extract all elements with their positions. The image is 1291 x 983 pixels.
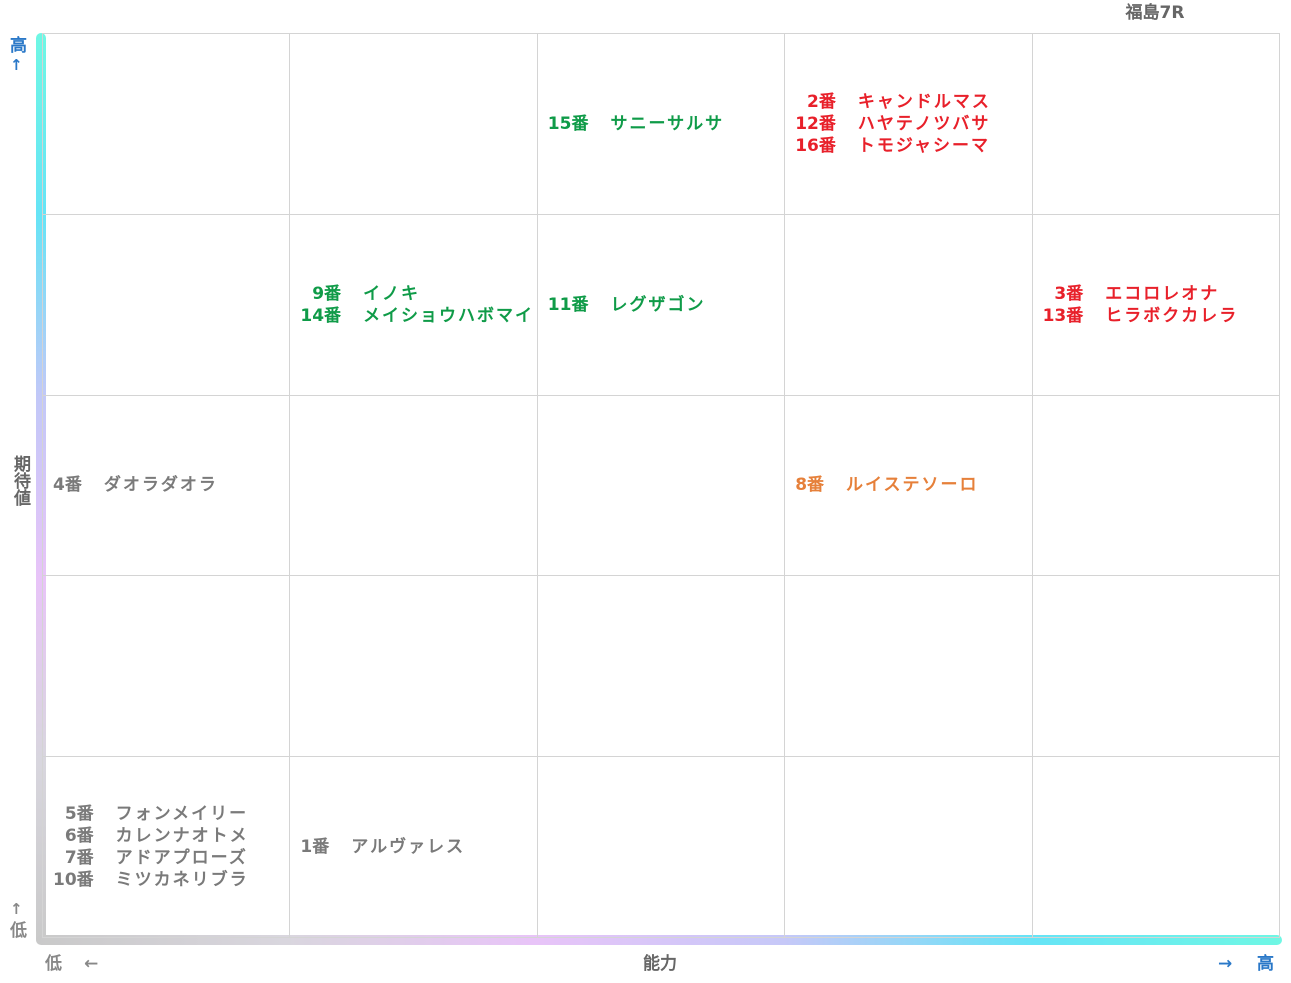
horse-name: アルヴァレス	[351, 837, 466, 858]
horse-name: ルイステソーロ	[846, 475, 979, 496]
grid-cell: 1番 アルヴァレス	[289, 757, 537, 938]
grid-cell: 9番 イノキ 14番 メイショウハボマイ	[289, 214, 537, 396]
horse-entry: 6番 カレンナオトメ	[53, 825, 249, 847]
horse-name: ミツカネリブラ	[115, 870, 249, 891]
y-axis-high-arrow: ↑	[10, 56, 23, 74]
horse-name: ヒラボクカレラ	[1105, 305, 1239, 326]
y-axis-high-label: 高	[10, 36, 27, 56]
grid-cell	[1031, 395, 1279, 577]
grid-cell	[42, 34, 290, 215]
grid-cell: 3番 エコロレオナ 13番 ヒラボクカレラ	[1031, 214, 1279, 396]
horse-name: エコロレオナ	[1105, 283, 1220, 304]
x-axis-high-label: 高	[1257, 954, 1274, 974]
horse-entry: 9番 イノキ	[300, 283, 534, 305]
horse-name: トモジャシーマ	[857, 135, 991, 156]
grid-cell: 5番 フォンメイリー 6番 カレンナオトメ 7番 アドアプローズ 10番 ミツカネリブラ	[42, 757, 290, 938]
grid-cell	[1031, 34, 1279, 215]
horse-name: キャンドルマス	[857, 91, 991, 112]
grid-cell: 8番 ルイステソーロ	[784, 395, 1032, 577]
horse-number: 12番	[795, 113, 836, 134]
horse-list: 4番 ダオラダオラ	[53, 474, 218, 496]
horse-number: 7番	[64, 848, 94, 869]
grid-cell	[42, 576, 290, 758]
horse-entry: 5番 フォンメイリー	[53, 803, 249, 825]
y-axis-low-arrow: ↑	[10, 900, 23, 918]
grid-cell	[536, 395, 785, 577]
race-title: 福島7R	[1125, 3, 1185, 23]
horse-number: 10番	[53, 870, 94, 891]
horse-list: 11番 レグザゴン	[548, 294, 706, 316]
horse-number: 9番	[312, 283, 342, 304]
horse-entry: 16番 トモジャシーマ	[795, 135, 991, 157]
grid-cell	[289, 395, 537, 577]
horse-name: サニーサルサ	[610, 113, 725, 134]
horse-list: 8番 ルイステソーロ	[795, 474, 978, 496]
chart-grid: 15番 サニーサルサ 2番 キャンドルマス 12番 ハヤテノツバサ 16番 トモジャシーマ 9番…	[42, 33, 1280, 938]
grid-cell	[1031, 576, 1279, 758]
horse-number: 6番	[64, 826, 94, 847]
horse-number: 16番	[795, 135, 836, 156]
grid-cell	[289, 576, 537, 758]
horse-number: 11番	[547, 294, 589, 315]
x-axis-bar	[36, 935, 1282, 945]
horse-number: 13番	[1042, 305, 1084, 326]
horse-entry: 1番 アルヴァレス	[300, 836, 465, 858]
horse-name: ハヤテノツバサ	[857, 113, 991, 134]
horse-entry: 14番 メイショウハボマイ	[300, 305, 534, 327]
horse-name: メイショウハボマイ	[363, 305, 535, 326]
horse-list: 9番 イノキ 14番 メイショウハボマイ	[300, 283, 534, 327]
grid-cell	[784, 576, 1032, 758]
horse-entry: 2番 キャンドルマス	[795, 91, 991, 113]
horse-entry: 8番 ルイステソーロ	[795, 474, 978, 496]
horse-number: 14番	[300, 305, 342, 326]
grid-cell	[784, 214, 1032, 396]
horse-entry: 4番 ダオラダオラ	[53, 474, 218, 496]
grid-cell	[1031, 757, 1279, 938]
horse-number: 5番	[64, 804, 94, 825]
horse-entry: 15番 サニーサルサ	[548, 113, 724, 135]
horse-list: 5番 フォンメイリー 6番 カレンナオトメ 7番 アドアプローズ 10番 ミツカネリブラ	[53, 803, 249, 891]
horse-entry: 12番 ハヤテノツバサ	[795, 113, 991, 135]
x-axis-low-arrow: ←	[84, 954, 99, 974]
horse-number: 2番	[807, 91, 836, 112]
horse-name: フォンメイリー	[115, 804, 249, 825]
horse-number: 8番	[795, 475, 825, 496]
horse-list: 3番 エコロレオナ 13番 ヒラボクカレラ	[1043, 283, 1239, 327]
horse-list: 15番 サニーサルサ	[548, 113, 724, 135]
grid-cell	[536, 576, 785, 758]
horse-entry: 11番 レグザゴン	[548, 294, 706, 316]
horse-number: 4番	[53, 475, 82, 496]
horse-name: ダオラダオラ	[103, 475, 218, 496]
horse-list: 1番 アルヴァレス	[300, 836, 465, 858]
grid-cell: 15番 サニーサルサ	[536, 34, 785, 215]
x-axis-title: 能力	[643, 954, 677, 974]
horse-name: イノキ	[363, 283, 421, 304]
horse-number: 1番	[300, 837, 330, 858]
x-axis-high-arrow: →	[1218, 954, 1233, 974]
grid-cell: 11番 レグザゴン	[536, 214, 785, 396]
horse-number: 15番	[547, 113, 589, 134]
horse-name: カレンナオトメ	[115, 826, 249, 847]
x-axis-low-label: 低	[45, 954, 62, 974]
horse-number: 3番	[1054, 283, 1084, 304]
grid-cell: 2番 キャンドルマス 12番 ハヤテノツバサ 16番 トモジャシーマ	[784, 34, 1032, 215]
horse-name: レグザゴン	[610, 294, 706, 315]
y-axis-bar	[36, 33, 46, 944]
y-axis-title: 期待値	[10, 455, 30, 506]
grid-cell: 4番 ダオラダオラ	[42, 395, 290, 577]
horse-entry: 10番 ミツカネリブラ	[53, 869, 249, 891]
horse-entry: 13番 ヒラボクカレラ	[1043, 305, 1239, 327]
horse-list: 2番 キャンドルマス 12番 ハヤテノツバサ 16番 トモジャシーマ	[795, 91, 991, 157]
grid-cell	[784, 757, 1032, 938]
grid-cell	[289, 34, 537, 215]
grid-cell	[536, 757, 785, 938]
horse-name: アドアプローズ	[115, 848, 248, 869]
horse-entry: 3番 エコロレオナ	[1043, 283, 1239, 305]
grid-cell	[42, 214, 290, 396]
y-axis-low-label: 低	[10, 921, 27, 941]
horse-entry: 7番 アドアプローズ	[53, 847, 249, 869]
